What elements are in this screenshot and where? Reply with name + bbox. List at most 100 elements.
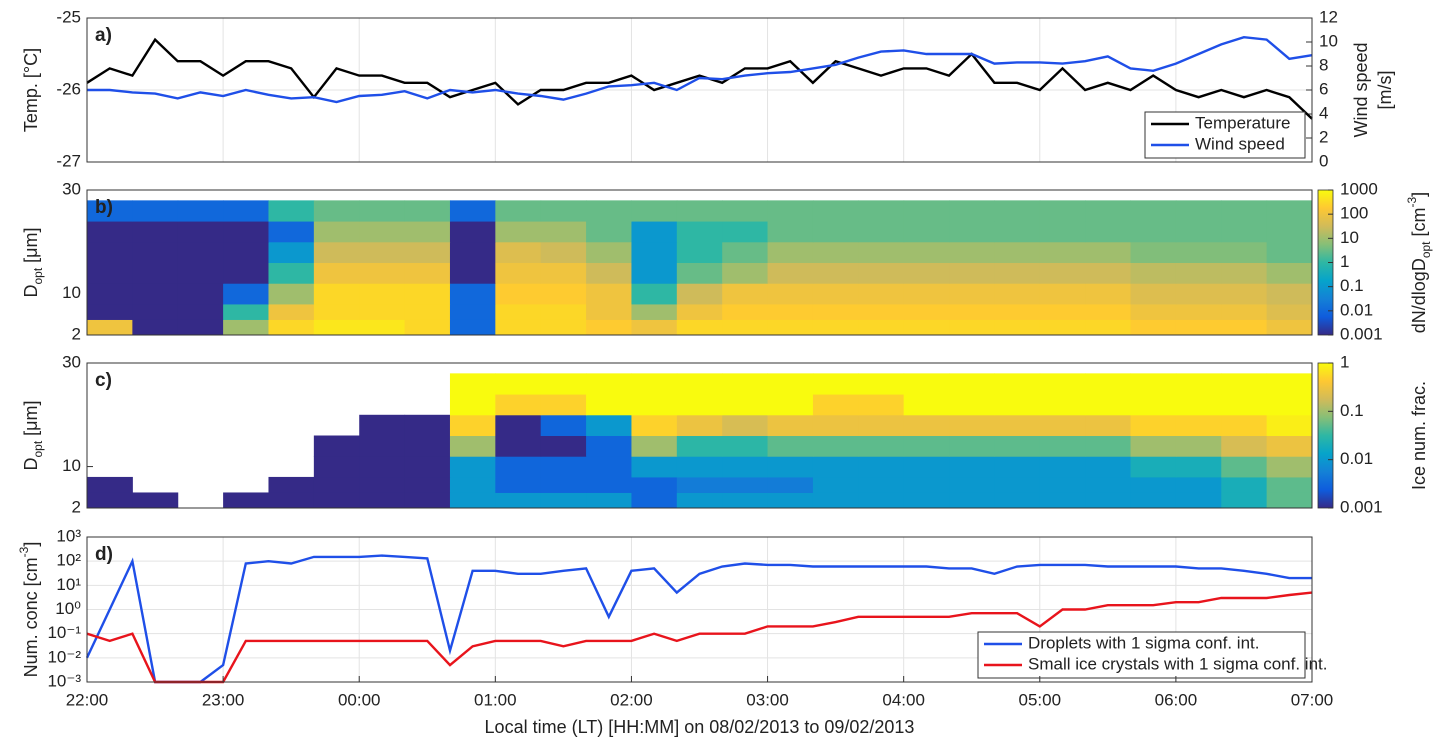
heatmap-cell: [495, 241, 542, 263]
heatmap-cell: [1221, 456, 1268, 478]
heatmap-cell: [540, 476, 587, 493]
heatmap-cell: [858, 241, 905, 263]
y-tick-label: 10³: [56, 526, 81, 545]
y-axis-label: Temp. [°C]: [21, 48, 41, 132]
heatmap-cell: [586, 241, 632, 263]
heatmap-cell: [132, 319, 179, 336]
heatmap-cell: [812, 435, 859, 457]
heatmap-cell: [812, 394, 859, 416]
heatmap-cell: [858, 456, 905, 478]
heatmap-cell: [87, 303, 133, 320]
heatmap-cell: [495, 221, 542, 243]
heatmap-cell: [994, 435, 1041, 457]
y-tick-label: 10⁰: [55, 599, 81, 618]
heatmap-cell: [586, 319, 632, 336]
heatmap-cell: [132, 200, 179, 222]
heatmap-cell: [1266, 200, 1313, 222]
heatmap-cell: [359, 303, 406, 320]
heatmap-cell: [223, 283, 269, 305]
colorbar-tick-label: 1000: [1340, 179, 1378, 198]
heatmap-cell: [1221, 476, 1268, 493]
heatmap-cell: [631, 435, 678, 457]
heatmap-cell: [1175, 283, 1222, 305]
y-axis-label: Num. conc [cm-3]: [17, 542, 41, 678]
heatmap-cell: [495, 200, 542, 222]
heatmap-cell: [313, 492, 360, 509]
heatmap-cell: [676, 303, 723, 320]
heatmap-cell: [1085, 283, 1132, 305]
y2-axis-label: [m/s]: [1375, 71, 1395, 110]
heatmap-cell: [1175, 319, 1222, 336]
colorbar-label-part: dN/dlogD: [1409, 258, 1429, 333]
heatmap-cell: [1085, 394, 1132, 416]
heatmap-cell: [858, 476, 905, 493]
colorbar-tick-label: 10: [1340, 228, 1359, 247]
y-tick-label: 10⁻³: [47, 671, 81, 690]
heatmap-cell: [495, 262, 542, 284]
heatmap-cell: [586, 394, 632, 416]
heatmap-cell: [767, 241, 814, 263]
heatmap-cell: [858, 394, 905, 416]
heatmap-cell: [87, 492, 133, 509]
x-tick-label: 07:00: [1291, 690, 1334, 709]
heatmap-cell: [903, 319, 950, 336]
y2-tick-label: 4: [1319, 103, 1328, 122]
heatmap-cell: [631, 319, 678, 336]
heatmap-cell: [812, 283, 859, 305]
heatmap-cell: [268, 221, 315, 243]
y-tick-label: 10: [62, 456, 81, 475]
heatmap-cell: [1130, 414, 1177, 436]
y-axis-label-part: opt: [31, 440, 45, 457]
plot-frame: [86, 17, 1313, 163]
heatmap-cell: [903, 373, 950, 395]
heatmap-cell: [1039, 221, 1086, 243]
heatmap-cell: [949, 319, 995, 336]
heatmap-cell: [631, 283, 678, 305]
x-tick-label: 04:00: [882, 690, 925, 709]
heatmap-cell: [1039, 241, 1086, 263]
heatmap-cell: [1130, 373, 1177, 395]
y-tick-label: -27: [56, 151, 81, 170]
heatmap-cell: [404, 241, 451, 263]
heatmap-cell: [631, 262, 678, 284]
heatmap-cell: [812, 414, 859, 436]
y-tick-label: 10: [62, 283, 81, 302]
heatmap-cell: [949, 200, 995, 222]
heatmap-cell: [1175, 262, 1222, 284]
panel-label: a): [95, 25, 112, 46]
legend-label: Droplets with 1 sigma conf. int.: [1028, 633, 1259, 652]
panel-label: c): [95, 370, 112, 391]
colorbar-tick-label: 0.01: [1340, 449, 1373, 468]
heatmap-cell: [676, 221, 723, 243]
heatmap-cell: [132, 283, 179, 305]
series-line: [86, 591, 1313, 684]
heatmap-cell: [1266, 456, 1313, 478]
heatmap-cell: [767, 200, 814, 222]
heatmap-cell: [313, 262, 360, 284]
heatmap-cell: [812, 476, 859, 493]
heatmap-cell: [994, 221, 1041, 243]
colorbar-label-part: Ice num. frac.: [1409, 381, 1429, 490]
heatmap-cell: [994, 303, 1041, 320]
heatmap-cell: [1039, 200, 1086, 222]
heatmap-cell: [132, 241, 179, 263]
y-tick-label: 10²: [56, 551, 81, 570]
heatmap-cell: [1266, 303, 1313, 320]
heatmap-cell: [132, 221, 179, 243]
heatmap-cell: [1039, 492, 1086, 509]
heatmap-cell: [495, 373, 542, 395]
heatmap-cell: [313, 200, 360, 222]
heatmap-cell: [1130, 435, 1177, 457]
heatmap-cell: [586, 373, 632, 395]
y2-tick-label: 0: [1319, 151, 1328, 170]
heatmap-cell: [1175, 303, 1222, 320]
y-axis-label-part: [μm]: [21, 227, 41, 267]
heatmap-cell: [1175, 241, 1222, 263]
heatmap-cell: [1039, 373, 1086, 395]
heatmap-cell: [812, 303, 859, 320]
colorbar-tick-label: 1: [1340, 252, 1349, 271]
heatmap-cell: [858, 283, 905, 305]
heatmap-cell: [812, 492, 859, 509]
heatmap-cell: [767, 221, 814, 243]
